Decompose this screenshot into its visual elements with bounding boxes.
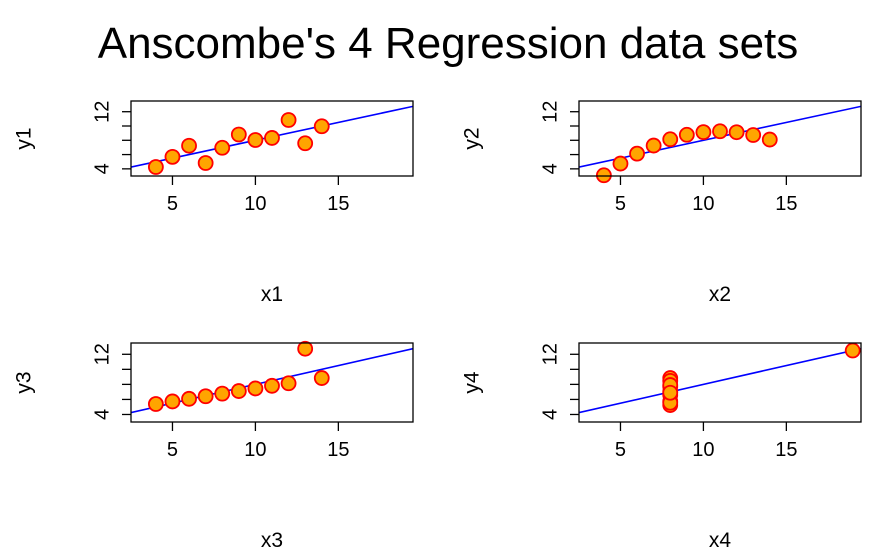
- data-point: [247, 132, 264, 148]
- data-point: [662, 131, 679, 148]
- data-point: [761, 131, 778, 148]
- panel-3: 5 10 15 4 12 x3 y3: [13, 340, 414, 552]
- x-tick-label: 15: [327, 439, 349, 461]
- data-point: [230, 126, 247, 143]
- data-point: [164, 393, 181, 410]
- x-tick-label: 15: [775, 193, 797, 215]
- x-tick-label: 15: [775, 439, 797, 461]
- x-tick-label: 15: [327, 193, 349, 215]
- regression-line-4: [579, 347, 861, 414]
- data-point: [280, 375, 297, 392]
- y-tick-label: 12: [539, 101, 561, 123]
- data-point: [264, 377, 280, 394]
- data-point: [297, 340, 314, 357]
- data-point: [197, 388, 214, 405]
- y-axis-title-2: y2: [461, 127, 484, 149]
- data-point: [313, 370, 330, 386]
- data-point: [297, 135, 314, 152]
- y-tick-label: 4: [91, 163, 113, 174]
- data-point: [728, 124, 745, 141]
- data-point: [214, 139, 231, 156]
- x-tick-label: 5: [615, 193, 626, 215]
- x-axis-title-3: x3: [261, 529, 283, 552]
- data-point: [678, 126, 695, 143]
- chart-title: Anscombe's 4 Regression data sets: [98, 19, 799, 68]
- plot-frame-4: [578, 342, 862, 423]
- data-point: [645, 137, 662, 154]
- data-point: [181, 390, 197, 407]
- panel-4: 5 10 15 4 12 x4 y4: [461, 342, 862, 552]
- data-point: [147, 159, 164, 175]
- y-axis-title-4: y4: [461, 371, 484, 394]
- data-point: [247, 380, 264, 397]
- plot-frame-2: [578, 100, 862, 177]
- x-axis-title-2: x2: [709, 283, 731, 306]
- data-point: [280, 112, 297, 128]
- x-tick-label: 10: [692, 439, 714, 461]
- data-point: [712, 123, 728, 140]
- y-tick-label: 12: [91, 343, 113, 365]
- x-tick-label: 5: [167, 439, 178, 461]
- data-point: [662, 384, 679, 401]
- y-tick-label: 12: [91, 101, 113, 123]
- x-tick-label: 10: [692, 193, 714, 215]
- x-tick-label: 10: [244, 193, 266, 215]
- data-point: [745, 127, 762, 143]
- data-point: [313, 118, 330, 135]
- data-point: [197, 155, 214, 171]
- data-point: [147, 396, 164, 412]
- data-point: [181, 137, 197, 154]
- x-tick-label: 5: [615, 439, 626, 461]
- panel-1: 5 10 15 4 12 x1 y1: [13, 100, 414, 306]
- data-point: [164, 148, 181, 165]
- y-axis-title-3: y3: [13, 371, 36, 393]
- plot-frame-1: [130, 100, 414, 177]
- panel-2: 5 10 15 4 12 x2 y2: [461, 100, 862, 306]
- data-point: [612, 155, 629, 172]
- y-tick-label: 4: [91, 409, 113, 420]
- data-point: [629, 145, 645, 162]
- x-axis-title-1: x1: [261, 283, 283, 306]
- y-axis-title-1: y1: [13, 127, 36, 149]
- data-point: [214, 385, 231, 402]
- plot-frame-3: [130, 342, 414, 423]
- data-point: [264, 130, 280, 146]
- x-tick-label: 10: [244, 439, 266, 461]
- data-point: [695, 124, 712, 141]
- data-point: [844, 342, 861, 359]
- y-tick-label: 4: [539, 163, 561, 174]
- x-axis-title-4: x4: [709, 529, 732, 552]
- y-tick-label: 4: [539, 409, 561, 420]
- y-tick-label: 12: [539, 343, 561, 365]
- data-point: [230, 383, 247, 399]
- data-point: [595, 167, 612, 184]
- x-tick-label: 5: [167, 193, 178, 215]
